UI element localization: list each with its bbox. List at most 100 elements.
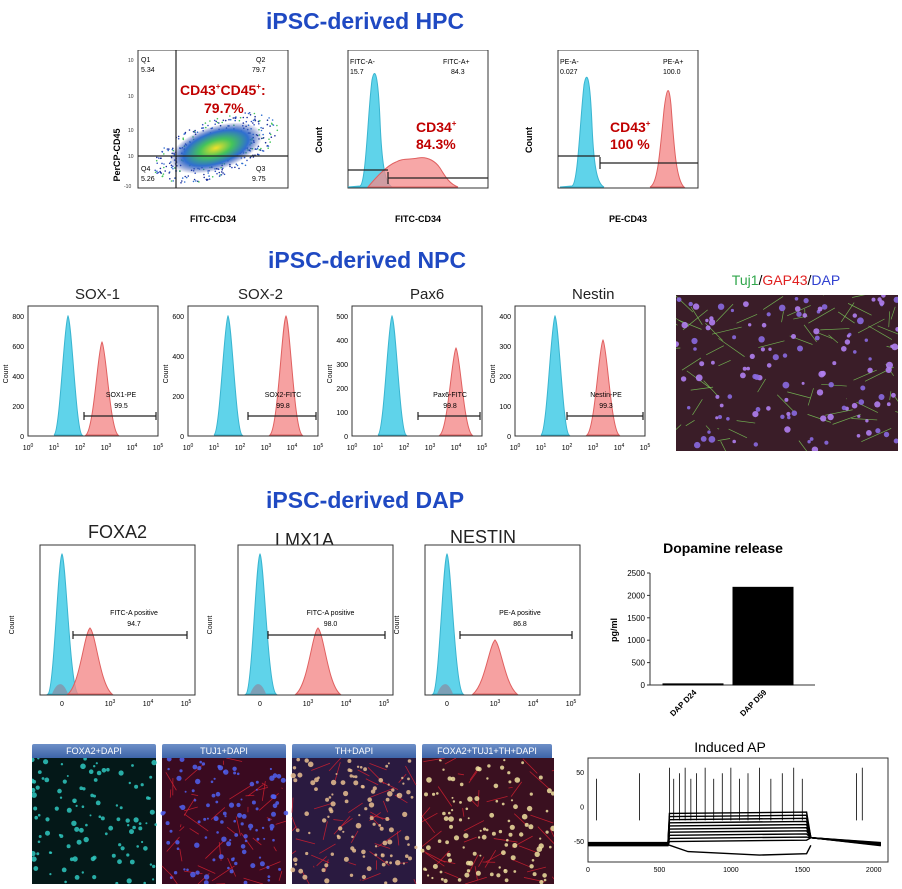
npc-xtick: 104: [614, 443, 625, 452]
npc-xtick: 103: [425, 443, 436, 452]
cd34-pos-name: FITC-A+: [443, 59, 470, 66]
npc-ytick: 800: [12, 314, 24, 321]
npc-xtick: 103: [261, 443, 272, 452]
q4-value: 5.26: [141, 176, 155, 183]
chart-title: Dopamine release: [663, 540, 783, 556]
ap-ytick: 0: [580, 805, 584, 812]
npc-xtick: 102: [75, 443, 86, 452]
dap-xtick: 104: [143, 699, 154, 708]
dap-gate-name: FITC-A positive: [307, 610, 355, 617]
scatter-ylabel: PerCP-CD45: [112, 128, 122, 181]
npc-gate-value: 99.8: [276, 403, 290, 410]
npc-xtick: 101: [209, 443, 220, 452]
ap-ytick: -50: [574, 839, 584, 846]
bar-ytick: 1000: [627, 636, 645, 645]
npc-ytick: 0: [344, 434, 348, 441]
q1-value: 5.34: [141, 67, 155, 74]
cd34-pos-value: 84.3: [451, 69, 465, 76]
cd34-label-pct: 84.3%: [416, 136, 456, 152]
npc-ylabel: Count: [163, 365, 170, 384]
npc-xtick: 104: [287, 443, 298, 452]
npc-ytick: 400: [499, 314, 511, 321]
dap-xtick: 0: [445, 701, 449, 708]
dap-xtick: 103: [303, 699, 314, 708]
scatter-xlabel: FITC-CD34: [190, 214, 236, 224]
scatter-label-line1: CD43+CD45+:: [180, 82, 266, 98]
npc-ytick: 0: [180, 434, 184, 441]
npc-ylabel: Count: [327, 365, 334, 384]
cd43-pos-name: PE-A+: [663, 59, 683, 66]
hpc-cd43-histogram: PE-A- 0.027 PE-A+ 100.0 Count PE-CD43 CD…: [518, 50, 708, 230]
dap-gate-name: PE-A positive: [499, 610, 541, 617]
npc-xtick: 101: [536, 443, 547, 452]
dap-xtick: 104: [528, 699, 539, 708]
npc-ylabel: Count: [3, 365, 10, 384]
dap-xtick: 103: [490, 699, 501, 708]
npc-ytick: 400: [336, 338, 348, 345]
label-tuj1: Tuj1: [732, 272, 759, 288]
npc-xtick: 102: [562, 443, 573, 452]
dap-gate-value: 98.0: [324, 621, 338, 628]
npc-ylabel: Count: [490, 365, 497, 384]
dap-gate-name: FITC-A positive: [110, 610, 158, 617]
dap-ylabel: Count: [9, 616, 16, 635]
cd43-label-pct: 100 %: [610, 136, 650, 152]
ap-xtick: 500: [654, 867, 666, 874]
ap-title: Induced AP: [694, 739, 766, 755]
npc-ytick: 200: [499, 374, 511, 381]
dap-gate-value: 94.7: [127, 621, 141, 628]
q3-name: Q3: [256, 166, 265, 173]
npc-xtick: 103: [588, 443, 599, 452]
cd43-label: CD43+: [610, 119, 651, 135]
micro-panel-1: [161, 758, 289, 884]
label-dap: DAP: [811, 272, 840, 288]
bar-category: DAP D59: [738, 688, 769, 719]
npc-gate-name: SOX2-FITC: [265, 392, 302, 399]
npc-ytick: 100: [499, 404, 511, 411]
cd34-neg-name: FITC-A-: [350, 59, 376, 66]
npc-gate-value: 99.3: [599, 403, 613, 410]
npc-xtick: 102: [399, 443, 410, 452]
svg-text:10: 10: [128, 94, 134, 100]
cd34-xlabel: FITC-CD34: [395, 214, 441, 224]
npc-ytick: 0: [507, 434, 511, 441]
dap-xtick: 0: [60, 701, 64, 708]
cd43-xlabel: PE-CD43: [609, 214, 647, 224]
micro-label-3: FOXA2+TUJ1+TH+DAPI: [422, 744, 552, 758]
cd34-label: CD34+: [416, 119, 457, 135]
hpc-scatter-plot: PerCP-CD45 FITC-CD34 Q1 5.34 Q2 79.7 Q4 …: [88, 50, 298, 230]
q3-value: 9.75: [252, 176, 266, 183]
npc-ytick: 100: [336, 410, 348, 417]
npc-title-2: Pax6: [410, 286, 444, 303]
npc-gate-name: SOX1-PE: [106, 392, 137, 399]
svg-text:-10: -10: [124, 184, 131, 190]
hpc-cd34-histogram: FITC-A- 15.7 FITC-A+ 84.3 Count FITC-CD3…: [308, 50, 498, 230]
dap-xtick: 0: [258, 701, 262, 708]
section-title-dap: iPSC-derived DAP: [266, 487, 464, 514]
bar-ytick: 2000: [627, 591, 645, 600]
micro-panel-2: [290, 758, 417, 884]
dap-ylabel: Count: [394, 616, 401, 635]
npc-title-3: Nestin: [572, 286, 615, 303]
cd34-ylabel: Count: [314, 127, 324, 153]
ap-xtick: 1000: [723, 867, 739, 874]
micro-panel-0: [32, 758, 157, 884]
npc-ytick: 300: [336, 362, 348, 369]
micro-label-2: TH+DAPI: [292, 744, 416, 758]
cd34-neg-value: 15.7: [350, 69, 364, 76]
npc-ytick: 200: [12, 404, 24, 411]
bar-ylabel: pg/ml: [609, 618, 619, 642]
dap-gate-value: 86.8: [513, 621, 527, 628]
dap-xtick: 105: [566, 699, 577, 708]
micro-panel-3: [421, 758, 554, 884]
bar-ytick: 0: [641, 681, 646, 690]
npc-xtick: 100: [183, 443, 194, 452]
bar-ytick: 2500: [627, 569, 645, 578]
cd43-neg-value: 0.027: [560, 69, 578, 76]
